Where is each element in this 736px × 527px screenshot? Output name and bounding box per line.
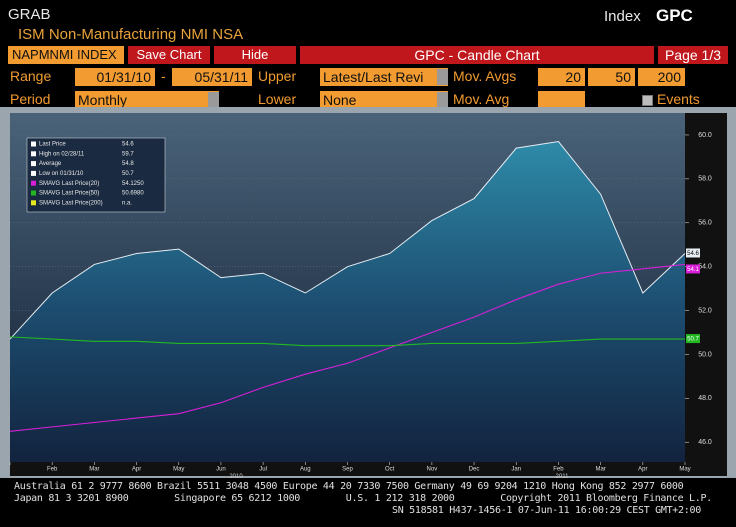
- range-dash: -: [161, 68, 166, 84]
- year-label: 2011: [556, 474, 570, 478]
- end-date-input[interactable]: 05/31/11: [172, 68, 252, 86]
- index-label: Index: [604, 8, 641, 25]
- legend-swatch: [31, 161, 36, 167]
- legend-swatch: [31, 170, 36, 176]
- y-tick-label: 56.0: [698, 220, 712, 227]
- y-tick-label: 60.0: [698, 132, 712, 139]
- axis-tag-label: 54.6: [687, 251, 699, 257]
- legend-swatch: [31, 151, 36, 157]
- axis-tag: [686, 248, 700, 258]
- series-line: [9, 263, 686, 432]
- footer-line: Australia 61 2 9777 8600 Brazil 5511 304…: [14, 481, 684, 492]
- legend-swatch: [31, 180, 36, 186]
- legend-label: High on 02/28/11: [39, 151, 85, 157]
- legend-value: 50.7: [122, 171, 134, 177]
- start-date-input[interactable]: 01/31/10: [75, 68, 155, 86]
- x-tick-label: Jun: [216, 467, 226, 473]
- x-tick-label: May: [679, 467, 690, 473]
- x-tick-label: Feb: [47, 467, 58, 473]
- legend-box: [26, 137, 166, 213]
- legend-swatch: [31, 200, 36, 206]
- legend-label: Low on 01/31/10: [39, 171, 84, 177]
- period-value: Monthly: [78, 92, 128, 108]
- legend-value: 54.8: [122, 161, 134, 167]
- legend-value: 54.1250: [122, 181, 144, 187]
- x-tick-label: Apr: [132, 467, 141, 473]
- dropdown-arrow[interactable]: [437, 92, 448, 108]
- screen-code: GRAB: [8, 6, 51, 23]
- period-dropdown[interactable]: Monthly: [75, 91, 219, 109]
- lower-value: None: [323, 92, 357, 108]
- legend-swatch: [31, 141, 36, 147]
- range-label: Range: [10, 68, 52, 84]
- axis-tag: [686, 264, 700, 274]
- events-checkbox[interactable]: [642, 95, 653, 106]
- axis-tag: [686, 334, 700, 344]
- upper-dropdown[interactable]: Latest/Last Revi: [320, 68, 448, 86]
- upper-label: Upper: [258, 68, 297, 84]
- legend-value: 50.6980: [122, 191, 144, 197]
- events-label: Events: [657, 91, 700, 107]
- period-label: Period: [10, 91, 51, 107]
- y-tick-label: 54.0: [698, 263, 712, 270]
- x-tick-label: Oct: [385, 467, 395, 473]
- chart: 2010 2011 46.0 48.0 50.0 52.0 54.0 56.0 58.0 60…: [0, 107, 736, 478]
- security-code: GPC: [656, 6, 693, 25]
- y-tick-label: 58.0: [698, 176, 712, 183]
- y-axis-area: [685, 113, 727, 462]
- x-tick-label: Apr: [638, 467, 647, 473]
- legend-label: Last Price: [39, 142, 66, 148]
- legend-label: SMAVG Last Price(200): [39, 200, 103, 206]
- legend-label: SMAVG Last Price(50): [39, 191, 99, 197]
- legend-label: SMAVG Last Price(20): [39, 181, 99, 187]
- mov-avg-input[interactable]: [538, 91, 585, 109]
- series-line: [9, 336, 685, 347]
- x-tick-label: Jan: [511, 467, 521, 473]
- x-tick-label: Sep: [342, 467, 353, 473]
- mov-avgs-label: Mov. Avgs: [453, 68, 517, 84]
- y-tick-label: 46.0: [698, 439, 712, 446]
- x-tick-label: Dec: [469, 467, 480, 473]
- axis-tag-label: 50.7: [687, 337, 699, 343]
- function-title: GPC - Candle Chart: [300, 46, 654, 64]
- security-name: ISM Non-Manufacturing NMI NSA: [18, 26, 244, 43]
- save-chart-button[interactable]: Save Chart: [128, 46, 210, 64]
- legend-label: Average: [39, 161, 62, 167]
- mov-avg-input[interactable]: 200: [638, 68, 685, 86]
- mov-avg-label: Mov. Avg: [453, 91, 510, 107]
- ticker-box[interactable]: NAPMNMI INDEX: [8, 46, 124, 64]
- x-tick-label: Mar: [595, 467, 605, 473]
- lower-dropdown[interactable]: None: [320, 91, 448, 109]
- axis-tag-label: 54.1: [687, 267, 699, 273]
- dropdown-arrow[interactable]: [208, 92, 219, 108]
- mov-avg-input[interactable]: 50: [588, 68, 635, 86]
- hide-button[interactable]: Hide: [214, 46, 296, 64]
- year-label: 2010: [229, 474, 243, 478]
- x-tick-label: Aug: [300, 467, 311, 473]
- y-tick-label: 52.0: [698, 307, 712, 314]
- legend-value: 59.7: [122, 151, 134, 157]
- page-indicator: Page 1/3: [658, 46, 728, 64]
- dropdown-arrow[interactable]: [437, 69, 448, 85]
- upper-value: Latest/Last Revi: [323, 69, 424, 85]
- legend-swatch: [31, 190, 36, 196]
- footer-line: Japan 81 3 3201 8900 Singapore 65 6212 1…: [14, 493, 712, 504]
- legend-value: n.a.: [122, 200, 132, 206]
- lower-label: Lower: [258, 91, 297, 107]
- x-tick-label: May: [173, 467, 184, 473]
- y-tick-label: 48.0: [698, 395, 712, 402]
- x-tick-label: Mar: [89, 467, 99, 473]
- footer-line: SN 518581 H437-1456-1 07-Jun-11 16:00:29…: [392, 505, 701, 516]
- legend-value: 54.6: [122, 142, 134, 148]
- legend: Last Price 54.6 High on 02/28/11 59.7 Averag…: [26, 137, 166, 213]
- y-tick-label: 50.0: [698, 351, 712, 358]
- price-area: [10, 141, 685, 462]
- series-line: [9, 140, 686, 340]
- mov-avg-input[interactable]: 20: [538, 68, 585, 86]
- x-tick-label: Jul: [259, 467, 267, 473]
- x-tick-label: Feb: [553, 467, 564, 473]
- x-tick-label: Nov: [427, 467, 438, 473]
- x-axis-area: [10, 462, 727, 476]
